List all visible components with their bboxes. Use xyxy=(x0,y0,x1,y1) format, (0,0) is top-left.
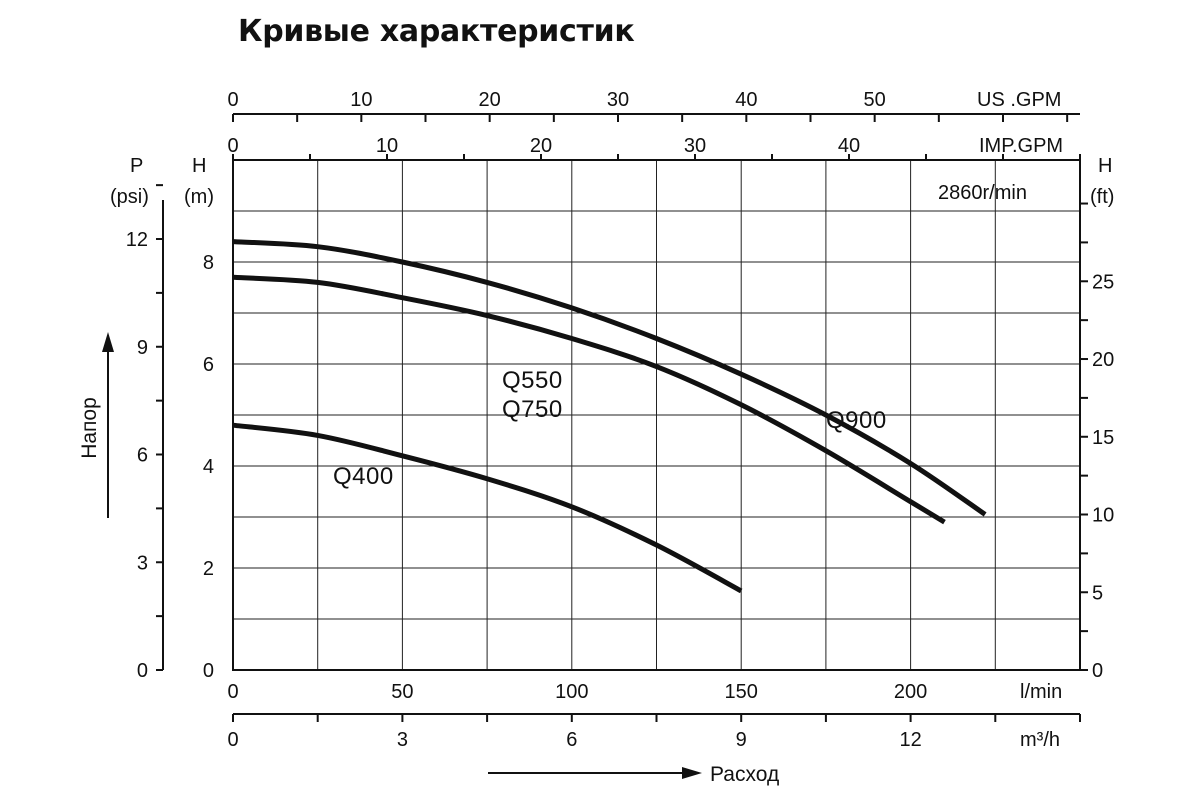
x-tick-label-lmin: 0 xyxy=(227,681,238,703)
x-tick-label-usgpm: 0 xyxy=(227,89,238,111)
curve-label-q750: Q750 xyxy=(502,396,563,423)
y-tick-label-m: 4 xyxy=(203,456,214,478)
chart-title: Кривые характеристик xyxy=(238,14,635,49)
x-tick-label-lmin: 150 xyxy=(725,681,758,703)
plot-frame xyxy=(232,159,1081,671)
curve-label-q900: Q900 xyxy=(826,407,887,434)
y-tick-label-m: 2 xyxy=(203,558,214,580)
unit-h-m-bottom: (m) xyxy=(184,186,214,208)
x-tick-label-m3h: 9 xyxy=(736,729,747,751)
y-tick-label-psi: 12 xyxy=(126,229,148,251)
x-tick-label-impgpm: 0 xyxy=(227,135,238,157)
y-tick-label-psi: 9 xyxy=(137,337,148,359)
y-tick-label-m: 0 xyxy=(203,660,214,682)
unit-impgpm: IMP.GPM xyxy=(979,135,1063,157)
grid xyxy=(233,160,1080,670)
curves xyxy=(232,239,987,594)
curve-q550 xyxy=(232,274,946,525)
y-axis-title: Напор xyxy=(78,397,101,459)
x-tick-label-lmin: 50 xyxy=(391,681,413,703)
x-tick-label-usgpm: 20 xyxy=(479,89,501,111)
axes xyxy=(156,113,1088,722)
curve-label-q400: Q400 xyxy=(333,463,394,490)
curve-q900 xyxy=(232,239,987,517)
x-tick-label-lmin: 100 xyxy=(555,681,588,703)
unit-lmin: l/min xyxy=(1020,681,1062,703)
curve-q400 xyxy=(232,422,743,594)
unit-h-ft-bottom: (ft) xyxy=(1090,186,1114,208)
unit-h-m-top: H xyxy=(192,155,206,177)
x-tick-label-impgpm: 20 xyxy=(530,135,552,157)
x-arrow-head xyxy=(682,767,702,779)
x-tick-label-impgpm: 10 xyxy=(376,135,398,157)
y-tick-label-ft: 0 xyxy=(1092,660,1103,682)
x-tick-label-lmin: 200 xyxy=(894,681,927,703)
x-axis-title: Расход xyxy=(710,763,779,786)
y-tick-label-ft: 20 xyxy=(1092,349,1114,371)
y-tick-label-psi: 3 xyxy=(137,552,148,574)
x-tick-label-m3h: 0 xyxy=(227,729,238,751)
x-tick-label-usgpm: 50 xyxy=(864,89,886,111)
x-tick-label-usgpm: 40 xyxy=(735,89,757,111)
unit-h-ft-top: H xyxy=(1098,155,1112,177)
x-tick-label-impgpm: 40 xyxy=(838,135,860,157)
unit-p-top: P xyxy=(130,155,143,177)
x-tick-label-m3h: 12 xyxy=(899,729,921,751)
x-tick-label-usgpm: 30 xyxy=(607,89,629,111)
unit-m3h: m³/h xyxy=(1020,729,1060,751)
x-tick-label-m3h: 3 xyxy=(397,729,408,751)
x-tick-label-m3h: 6 xyxy=(566,729,577,751)
y-tick-label-ft: 5 xyxy=(1092,582,1103,604)
x-tick-label-usgpm: 10 xyxy=(350,89,372,111)
y-tick-label-ft: 10 xyxy=(1092,505,1114,527)
y-tick-label-ft: 15 xyxy=(1092,427,1114,449)
y-tick-label-m: 6 xyxy=(203,354,214,376)
speed-note: 2860r/min xyxy=(938,182,1027,204)
y-tick-label-psi: 0 xyxy=(137,660,148,682)
unit-usgpm: US .GPM xyxy=(977,89,1061,111)
x-tick-label-impgpm: 30 xyxy=(684,135,706,157)
y-tick-label-m: 8 xyxy=(203,252,214,274)
y-tick-label-psi: 6 xyxy=(137,445,148,467)
y-arrow-head xyxy=(102,332,114,352)
curve-label-q550: Q550 xyxy=(502,367,563,394)
y-tick-label-ft: 25 xyxy=(1092,271,1114,293)
unit-p-bottom: (psi) xyxy=(110,186,149,208)
